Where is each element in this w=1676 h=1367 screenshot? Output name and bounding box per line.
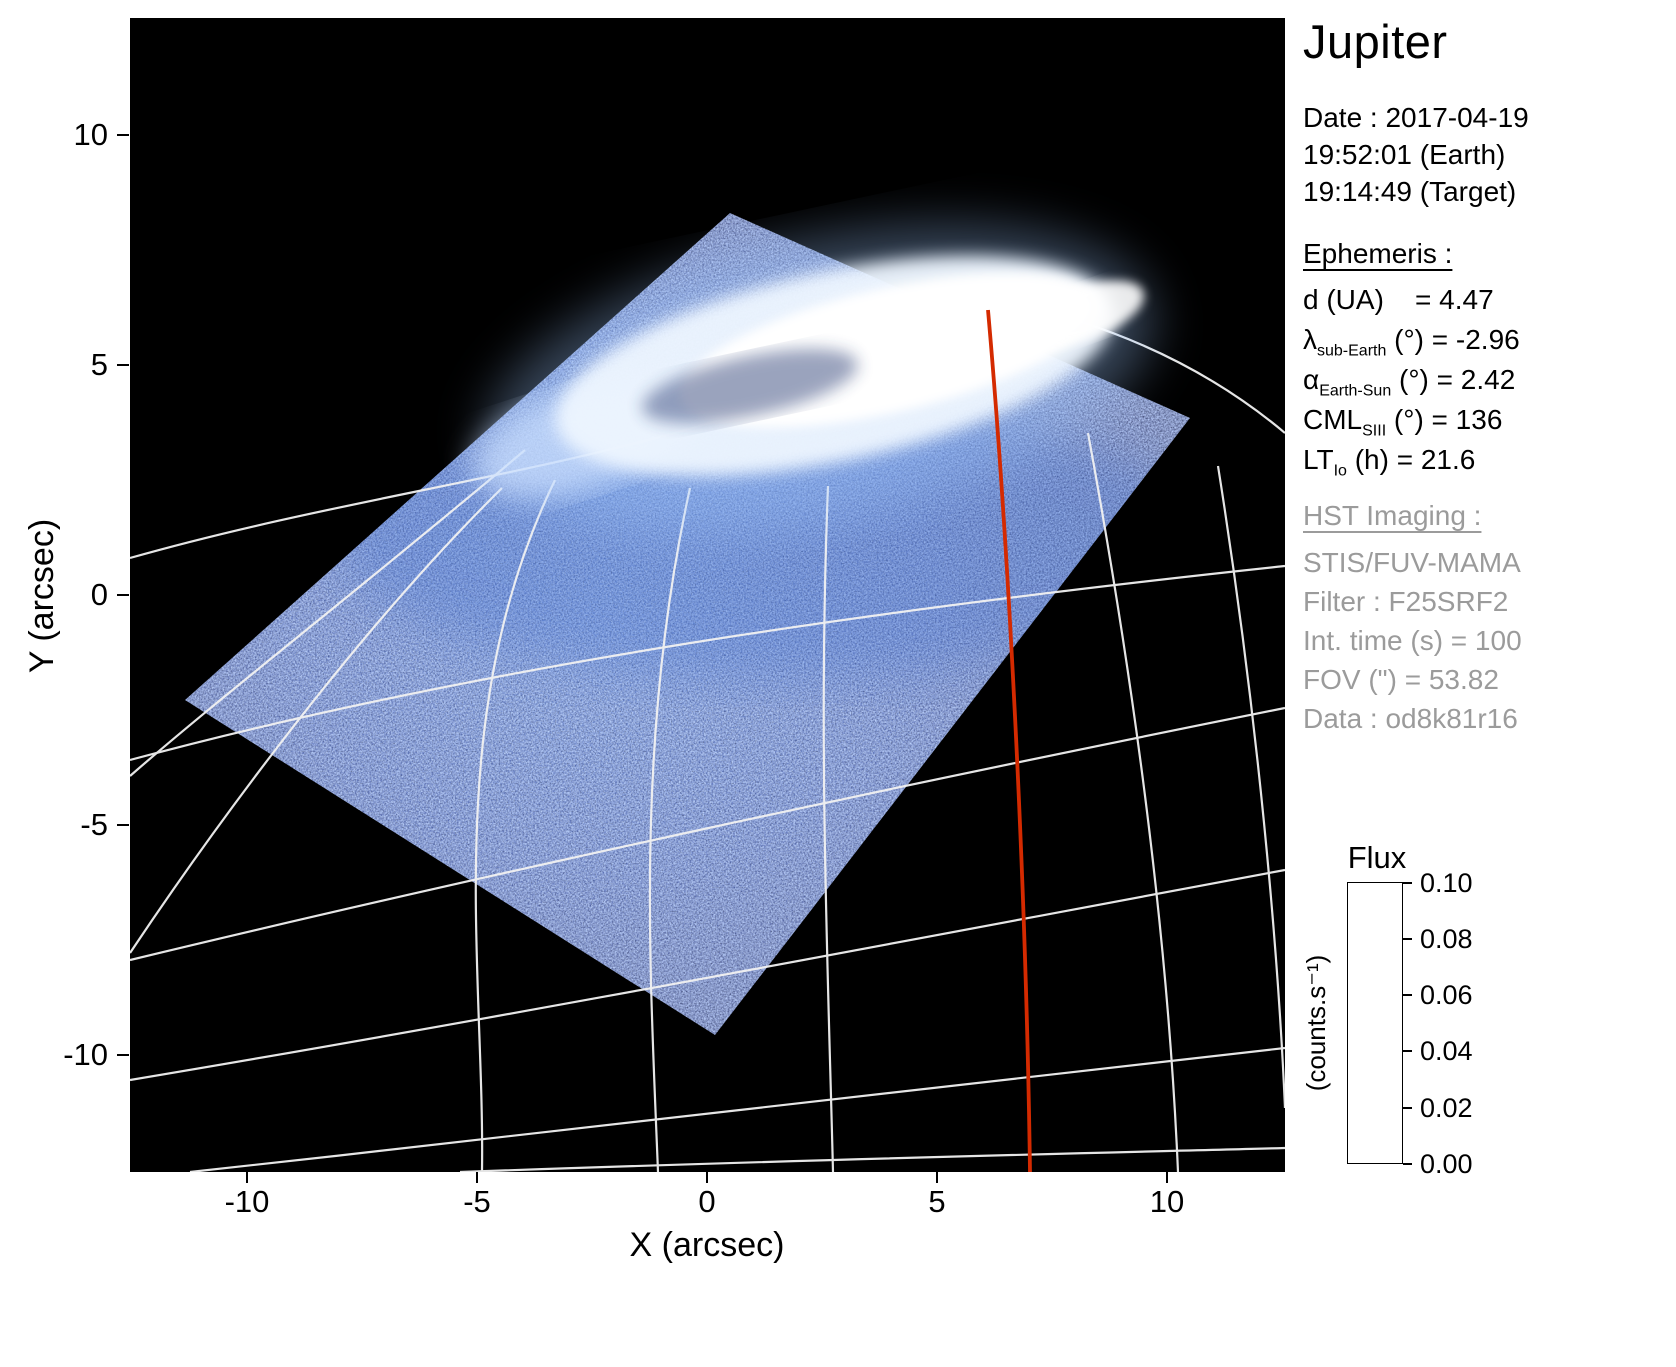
ephemeris-line-sub-earth-lat: λsub-Earth (°) = -2.96 [1303, 320, 1673, 360]
hst-int-time: Int. time (s) = 100 [1303, 625, 1522, 656]
ephemeris-value: (°) = 2.42 [1391, 364, 1516, 395]
x-axis-tick [1166, 1172, 1168, 1183]
colorbar-tick-label: 0.02 [1420, 1093, 1473, 1123]
ephemeris-line-distance: d (UA) = 4.47 [1303, 280, 1673, 320]
x-axis-title: X (arcsec) [629, 1226, 785, 1264]
x-axis-tick [706, 1172, 708, 1183]
target-time-line: 19:14:49 (Target) [1303, 176, 1517, 207]
colorbar-tick [1403, 1163, 1412, 1165]
ephemeris-subscript: Earth-Sun [1319, 382, 1392, 400]
colorbar-units-label: (counts.s⁻¹) [1301, 954, 1331, 1092]
ephemeris-value: (h) = 21.6 [1346, 444, 1476, 475]
y-axis-tick [117, 594, 129, 596]
ephemeris-symbol: CML [1303, 404, 1363, 435]
aurora-inner-dark-lane [642, 348, 858, 424]
x-tick-label: 0 [698, 1184, 716, 1219]
ephemeris-line-io-local-time: LTIo (h) = 21.6 [1303, 440, 1673, 480]
ephemeris-symbol: LT [1303, 444, 1334, 475]
colorbar-tick-label: 0.06 [1420, 980, 1473, 1010]
y-axis-tick [117, 364, 129, 366]
ephemeris-symbol: α [1303, 364, 1320, 395]
x-tick-label: -10 [224, 1184, 270, 1219]
date-line: Date : 2017-04-19 [1303, 102, 1529, 133]
aurora-right-tip [1026, 280, 1144, 346]
plot-canvas [130, 18, 1285, 1172]
colorbar [1347, 882, 1403, 1164]
hst-instrument: STIS/FUV-MAMA [1303, 547, 1521, 578]
colorbar-tick [1403, 882, 1412, 884]
earth-time-line: 19:52:01 (Earth) [1303, 139, 1506, 170]
x-tick-label: 10 [1149, 1184, 1185, 1219]
x-tick-label: -5 [463, 1184, 491, 1219]
ephemeris-symbol: λ [1303, 324, 1317, 355]
y-axis-tick [117, 134, 129, 136]
y-tick-label: 10 [73, 117, 108, 152]
colorbar-tick [1403, 1050, 1412, 1052]
ephemeris-subscript: sub-Earth [1317, 342, 1387, 360]
ephemeris-line-phase-angle: αEarth-Sun (°) = 2.42 [1303, 360, 1673, 400]
y-tick-label: 5 [90, 347, 108, 382]
y-axis-tick [117, 824, 129, 826]
ephemeris-value: = 4.47 [1383, 284, 1494, 315]
plot-area [130, 18, 1285, 1172]
y-tick-label: 0 [90, 577, 108, 612]
y-tick-label: -10 [63, 1037, 108, 1072]
x-axis-tick [246, 1172, 248, 1183]
x-axis-tick [936, 1172, 938, 1183]
hst-imaging-heading: HST Imaging : [1303, 500, 1482, 531]
ephemeris-heading: Ephemeris : [1303, 238, 1453, 269]
colorbar-tick-label: 0.10 [1420, 868, 1473, 898]
colorbar-tick [1403, 1107, 1412, 1109]
page-title: Jupiter [1303, 15, 1448, 68]
cml-meridian-line [986, 309, 1032, 1172]
graticule [130, 294, 1285, 1172]
ephemeris-symbol: d (UA) [1303, 284, 1384, 315]
hst-data-id: Data : od8k81r16 [1303, 703, 1518, 734]
colorbar-tick-label: 0.08 [1420, 924, 1473, 954]
colorbar-tick [1403, 938, 1412, 940]
ephemeris-value: (°) = -2.96 [1386, 324, 1520, 355]
y-axis-tick [117, 1054, 129, 1056]
auroral-oval [471, 223, 1154, 533]
y-tick-label: -5 [80, 807, 108, 842]
x-tick-label: 5 [928, 1184, 946, 1219]
colorbar-tick [1403, 994, 1412, 996]
ephemeris-subscript: SIII [1362, 422, 1387, 440]
colorbar-tick-label: 0.04 [1420, 1036, 1473, 1066]
x-axis-tick [476, 1172, 478, 1183]
ephemeris-value: (°) = 136 [1386, 404, 1503, 435]
colorbar-title: Flux [1347, 840, 1407, 875]
ephemeris-subscript: Io [1333, 462, 1347, 480]
colorbar-tick-label: 0.00 [1420, 1149, 1473, 1179]
hst-fov: FOV (") = 53.82 [1303, 664, 1499, 695]
hst-filter: Filter : F25SRF2 [1303, 586, 1509, 617]
y-axis-title: Y (arcsec) [23, 518, 61, 674]
ephemeris-line-cml: CMLSIII (°) = 136 [1303, 400, 1673, 440]
